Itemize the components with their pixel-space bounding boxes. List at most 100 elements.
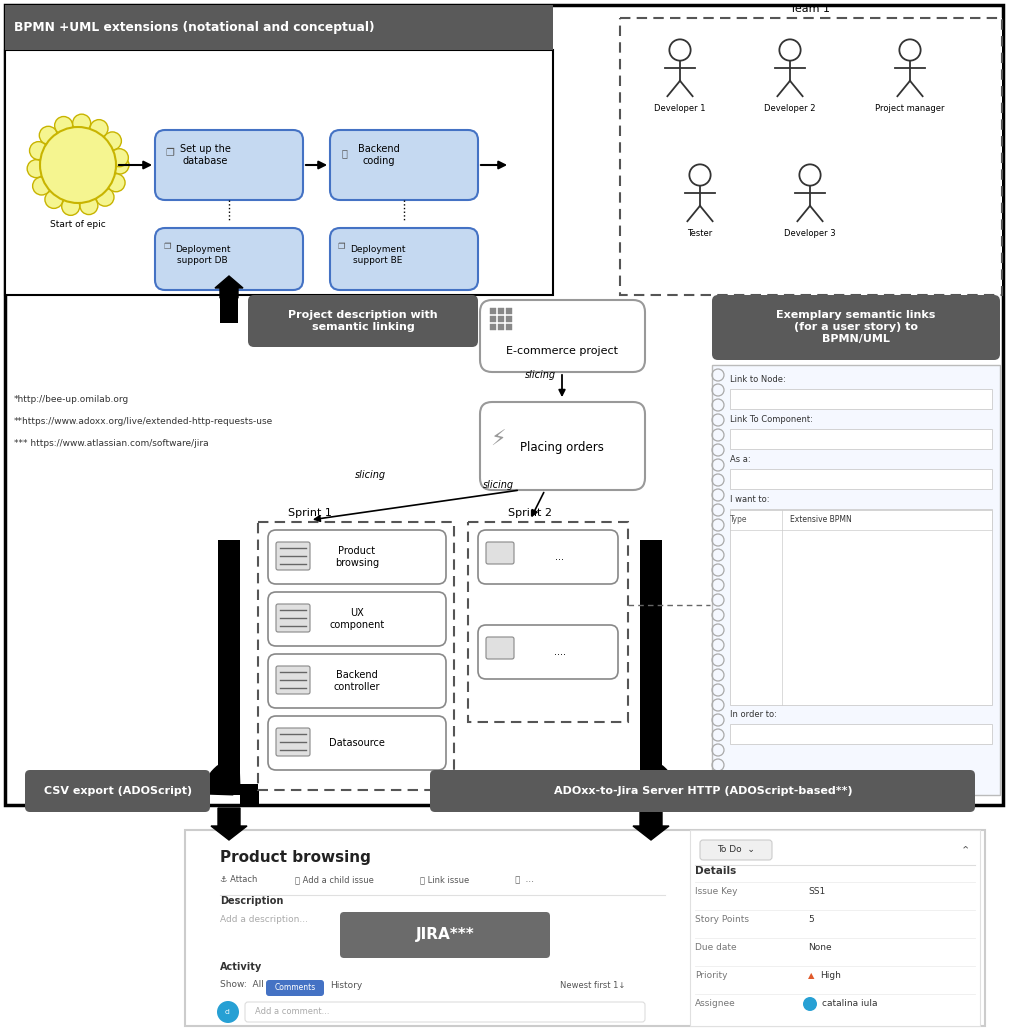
Bar [220,298,238,323]
FancyBboxPatch shape [478,625,618,679]
Text: Sprint 1: Sprint 1 [288,508,332,518]
Text: ⌵  …: ⌵ … [510,875,534,884]
FancyBboxPatch shape [268,592,446,646]
FancyArrow shape [633,808,669,840]
FancyBboxPatch shape [268,530,446,584]
Circle shape [62,197,80,215]
Text: Description: Description [220,896,284,906]
Circle shape [103,132,121,149]
Text: slicing: slicing [355,470,386,480]
Text: Developer 1: Developer 1 [654,104,706,113]
Text: Assignee: Assignee [695,999,735,1008]
Text: Datasource: Datasource [329,738,385,749]
Text: JIRA***: JIRA*** [416,928,475,942]
FancyArrow shape [215,276,243,298]
Bar [498,308,504,314]
Bar [730,724,992,744]
Bar [498,324,504,330]
FancyBboxPatch shape [700,840,772,860]
Text: ⛈: ⛈ [342,148,347,158]
Bar [620,18,1002,295]
FancyBboxPatch shape [486,637,514,659]
Bar [730,389,992,409]
Text: ...: ... [556,552,565,562]
Bar [218,540,240,795]
FancyBboxPatch shape [25,770,210,812]
Text: Show:  All: Show: All [220,980,264,989]
Text: catalina iula: catalina iula [822,999,878,1008]
Text: E-commerce project: E-commerce project [506,346,618,356]
FancyBboxPatch shape [430,770,975,812]
Bar [712,365,1000,795]
FancyBboxPatch shape [268,716,446,770]
Bar [730,429,992,448]
Text: Add a description...: Add a description... [220,914,308,924]
Bar [5,5,553,49]
Circle shape [107,174,125,192]
Text: As a:: As a: [730,455,750,464]
Text: None: None [808,943,831,953]
Circle shape [32,177,50,195]
FancyBboxPatch shape [276,542,310,570]
Text: Developer 2: Developer 2 [765,104,816,113]
FancyBboxPatch shape [276,604,310,632]
Text: Story Points: Story Points [695,916,749,925]
Text: Due date: Due date [695,943,736,953]
Text: Details: Details [695,866,736,876]
FancyBboxPatch shape [155,228,303,290]
Text: Start of epic: Start of epic [50,220,106,229]
Text: ⚡: ⚡ [490,430,506,450]
Text: UX
component: UX component [329,608,385,630]
Circle shape [39,127,58,144]
FancyBboxPatch shape [155,130,303,200]
Text: CSV export (ADOScript): CSV export (ADOScript) [44,786,192,796]
Text: **https://www.adoxx.org/live/extended-http-requests-use: **https://www.adoxx.org/live/extended-ht… [14,417,274,426]
Text: Extensive BPMN: Extensive BPMN [790,516,851,524]
FancyBboxPatch shape [268,654,446,708]
Bar [490,315,496,322]
FancyBboxPatch shape [276,728,310,756]
Text: ADOxx-to-Jira Server HTTP (ADOScript-based**): ADOxx-to-Jira Server HTTP (ADOScript-bas… [553,786,852,796]
Bar [5,5,1003,805]
FancyBboxPatch shape [712,295,1000,360]
Bar [506,315,512,322]
Text: Tester: Tester [688,229,713,238]
Circle shape [80,197,98,214]
Text: Product browsing: Product browsing [220,850,371,865]
Text: slicing: slicing [483,480,513,490]
Circle shape [44,191,63,208]
Text: Priority: Priority [695,971,727,980]
Circle shape [110,148,128,167]
Bar [185,830,985,1026]
Bar [730,509,992,529]
FancyBboxPatch shape [276,666,310,694]
Circle shape [217,1001,239,1023]
FancyArrow shape [211,808,247,840]
Text: *** https://www.atlassian.com/software/jira: *** https://www.atlassian.com/software/j… [14,439,209,448]
Circle shape [96,189,114,206]
Text: cl: cl [225,1009,231,1015]
Text: slicing: slicing [524,370,556,380]
Text: Link To Component:: Link To Component: [730,415,813,424]
FancyBboxPatch shape [486,542,514,564]
Text: 🔗 Link issue: 🔗 Link issue [420,875,470,884]
Circle shape [55,117,73,134]
Text: *http://bee-up.omilab.org: *http://bee-up.omilab.org [14,395,129,404]
Text: Exemplary semantic links
(for a user story) to
BPMN/UML: Exemplary semantic links (for a user sto… [777,310,935,343]
Text: Placing orders: Placing orders [520,441,604,455]
Bar [498,315,504,322]
Bar [730,469,992,489]
Text: ❐: ❐ [163,242,171,251]
Text: Issue Key: Issue Key [695,888,737,897]
Text: Type: Type [730,516,747,524]
Text: Product
browsing: Product browsing [335,546,379,568]
Circle shape [803,997,817,1011]
Text: Newest first 1↓: Newest first 1↓ [560,982,625,990]
Bar [468,522,628,722]
Circle shape [111,156,129,174]
Text: Activity: Activity [220,962,263,972]
Circle shape [90,120,108,137]
Text: Sprint 2: Sprint 2 [508,508,552,518]
Text: ➕ Add a child issue: ➕ Add a child issue [295,875,374,884]
Bar [690,830,980,1026]
